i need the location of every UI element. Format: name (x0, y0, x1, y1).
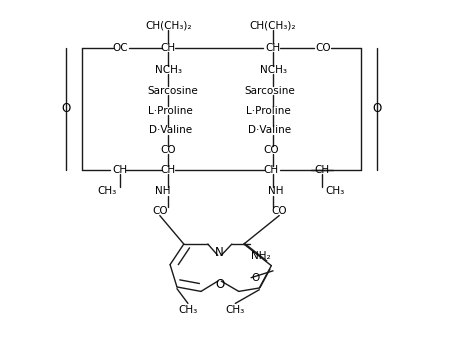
Text: CH₃: CH₃ (325, 186, 344, 196)
Text: CH₃: CH₃ (178, 305, 198, 315)
Text: OC: OC (112, 43, 128, 53)
Text: NCH₃: NCH₃ (155, 65, 182, 75)
Text: CH: CH (266, 43, 281, 53)
Text: Sarcosine: Sarcosine (148, 85, 198, 95)
Text: O: O (252, 273, 260, 283)
Text: CO: CO (315, 43, 331, 53)
Text: L·Proline: L·Proline (246, 106, 291, 116)
Text: CH₃: CH₃ (97, 186, 116, 196)
Text: CO: CO (152, 207, 167, 217)
Text: CH₃: CH₃ (225, 305, 245, 315)
Text: NH: NH (155, 186, 171, 196)
Text: CH: CH (264, 165, 279, 175)
Text: NH₂: NH₂ (251, 251, 270, 261)
Text: D·Valine: D·Valine (248, 126, 291, 135)
Text: O: O (62, 102, 71, 115)
Text: CO: CO (161, 145, 176, 155)
Text: CO: CO (264, 145, 279, 155)
Text: O: O (372, 102, 381, 115)
Text: D·Valine: D·Valine (148, 126, 192, 135)
Text: N: N (215, 246, 224, 259)
Text: O: O (215, 278, 224, 291)
Text: NH: NH (268, 186, 284, 196)
Text: CH: CH (161, 43, 176, 53)
Text: L·Proline: L·Proline (148, 106, 193, 116)
Text: CH: CH (112, 165, 127, 175)
Text: NCH₃: NCH₃ (260, 65, 287, 75)
Text: CO: CO (271, 207, 287, 217)
Text: CH: CH (161, 165, 176, 175)
Text: Sarcosine: Sarcosine (244, 85, 295, 95)
Text: CH(CH₃)₂: CH(CH₃)₂ (250, 20, 296, 30)
Text: CH(CH₃)₂: CH(CH₃)₂ (145, 20, 192, 30)
Text: CH: CH (315, 165, 330, 175)
